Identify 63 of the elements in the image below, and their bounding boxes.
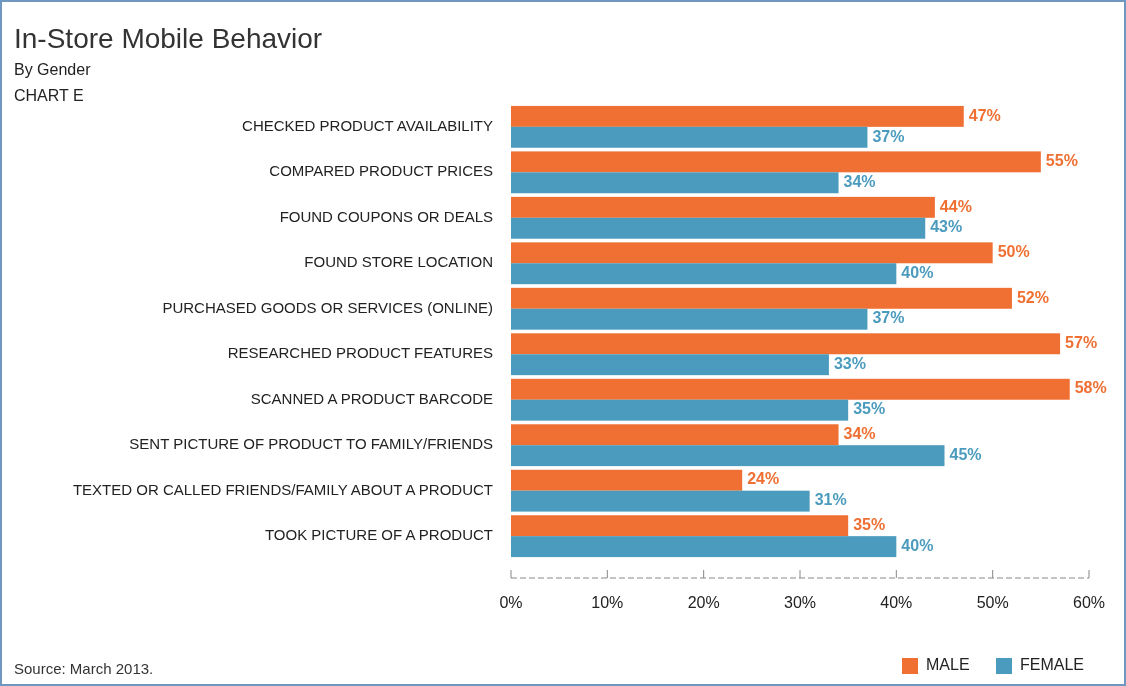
data-label: 40% xyxy=(901,536,934,554)
data-label: 57% xyxy=(1065,334,1098,352)
x-tick-label: 30% xyxy=(783,594,817,611)
bar xyxy=(511,399,849,421)
text: In-Store Mobile Behavior xyxy=(14,23,323,54)
data-label: 34% xyxy=(843,424,876,442)
y-tick-label: CHECKED PRODUCT AVAILABILITY xyxy=(242,116,493,134)
y-tick-label: SENT PICTURE OF PRODUCT TO FAMILY/FRIENDS xyxy=(129,435,493,453)
bar xyxy=(511,263,897,285)
y-tick-label: TOOK PICTURE OF A PRODUCT xyxy=(264,526,493,544)
bar xyxy=(511,172,839,194)
y-tick-label: COMPARED PRODUCT PRICES xyxy=(269,162,493,180)
data-label: 58% xyxy=(1074,379,1107,397)
data-label: 37% xyxy=(872,127,905,145)
y-tick-label: FOUND STORE LOCATION xyxy=(304,253,493,271)
data-label: 37% xyxy=(872,309,905,327)
bar xyxy=(511,308,868,330)
text: CHART E xyxy=(14,87,84,104)
bar xyxy=(511,242,993,264)
bar xyxy=(511,469,743,491)
data-label: 45% xyxy=(949,445,982,463)
x-tick-label: 40% xyxy=(880,594,913,611)
text: By Gender xyxy=(14,61,92,78)
x-tick-label: 20% xyxy=(687,594,720,611)
data-label: 24% xyxy=(747,470,780,488)
bar xyxy=(511,196,935,218)
y-tick-label: TEXTED OR CALLED FRIENDS/FAMILY ABOUT A PRODUCT xyxy=(72,480,493,498)
bar xyxy=(511,354,829,376)
y-tick-label: RESEARCHED PRODUCT FEATURES xyxy=(227,344,493,362)
data-label: 52% xyxy=(1016,288,1049,306)
bar xyxy=(511,490,810,512)
y-tick-label: PURCHASED GOODS OR SERVICES (ONLINE) xyxy=(162,298,493,316)
data-label: 50% xyxy=(997,243,1030,261)
data-label: 40% xyxy=(901,263,934,281)
x-tick-label: 50% xyxy=(976,594,1009,611)
y-tick-label: FOUND COUPONS OR DEALS xyxy=(279,207,493,225)
bar xyxy=(511,445,945,467)
data-label: 31% xyxy=(814,491,847,509)
bar xyxy=(511,217,926,239)
bar xyxy=(511,333,1061,355)
bar xyxy=(511,378,1070,400)
legend-label: MALE xyxy=(926,656,970,674)
y-tick-label: SCANNED A PRODUCT BARCODE xyxy=(250,389,493,407)
data-label: 33% xyxy=(833,354,866,372)
bar xyxy=(511,126,868,148)
x-tick-label: 0% xyxy=(499,594,523,611)
bar xyxy=(511,536,897,558)
source-note: Source: March 2013. xyxy=(14,660,154,677)
bar xyxy=(511,287,1012,309)
bar xyxy=(511,424,839,446)
x-tick-label: 60% xyxy=(1072,594,1106,611)
data-label: 43% xyxy=(930,218,963,236)
bar xyxy=(511,515,849,537)
data-label: 35% xyxy=(853,515,886,533)
x-tick-label: 10% xyxy=(591,594,624,611)
data-label: 47% xyxy=(968,106,1001,124)
data-label: 35% xyxy=(853,400,886,418)
data-label: 55% xyxy=(1045,152,1078,170)
data-label: 44% xyxy=(939,197,972,215)
bar xyxy=(511,105,964,127)
legend-label: FEMALE xyxy=(1020,656,1085,674)
data-label: 34% xyxy=(843,172,876,191)
bar xyxy=(511,151,1041,173)
